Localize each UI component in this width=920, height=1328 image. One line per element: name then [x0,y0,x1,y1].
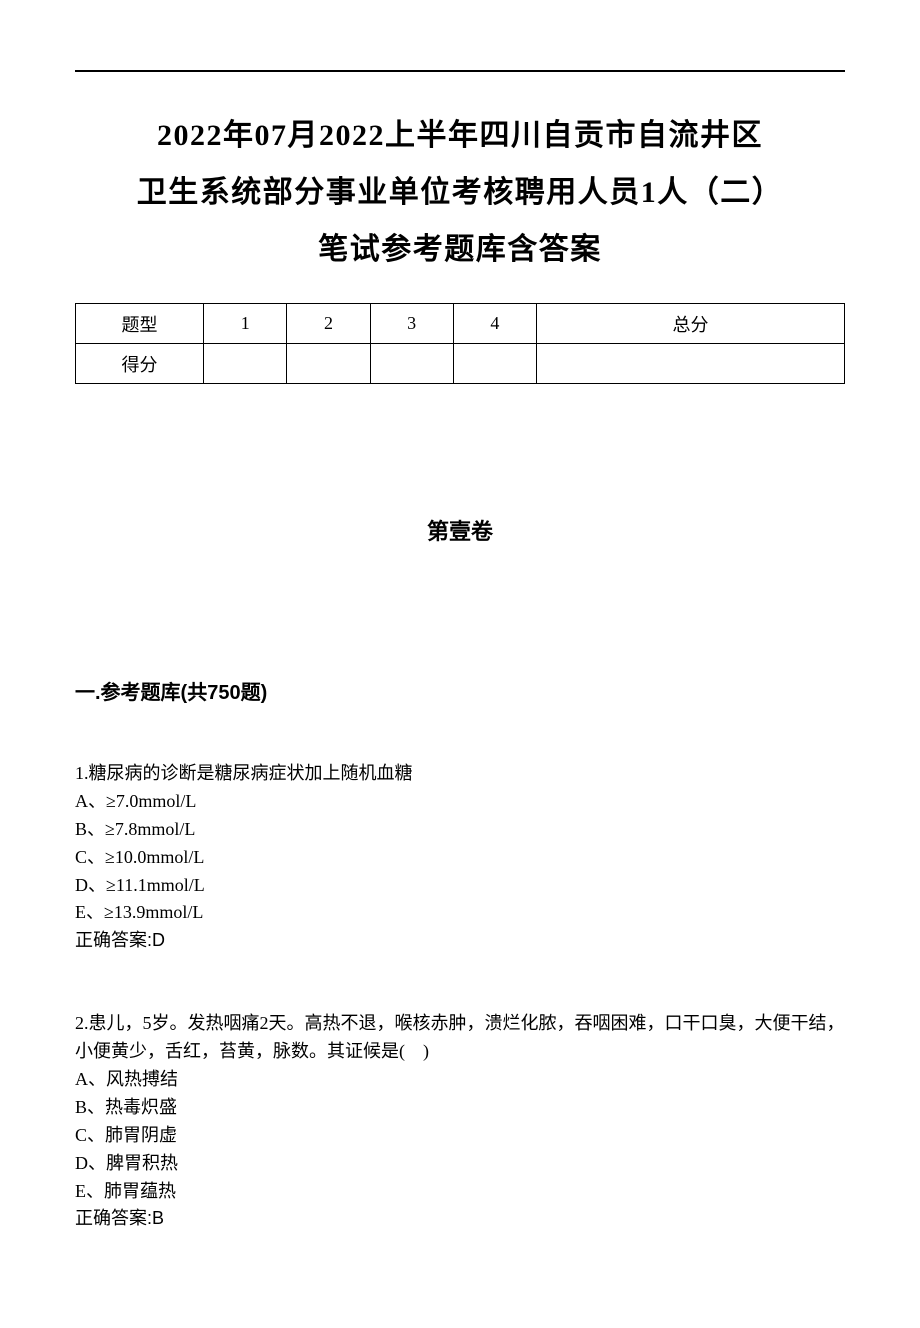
option-a: A、风热搏结 [75,1066,845,1094]
option-a: A、≥7.0mmol/L [75,788,845,816]
table-row: 得分 [76,344,845,384]
answer-label: 正确答案:B [75,1205,845,1233]
question-block: 2.患儿，5岁。发热咽痛2天。高热不退，喉核赤肿，溃烂化脓，吞咽困难，口干口臭，… [75,1010,845,1233]
score-cell [370,344,453,384]
top-horizontal-rule [75,70,845,72]
document-title: 2022年07月2022上半年四川自贡市自流井区 卫生系统部分事业单位考核聘用人… [75,107,845,278]
option-d: D、脾胃积热 [75,1150,845,1178]
row-label: 得分 [76,344,204,384]
question-block: 1.糖尿病的诊断是糖尿病症状加上随机血糖 A、≥7.0mmol/L B、≥7.8… [75,760,845,955]
question-stem: 1.糖尿病的诊断是糖尿病症状加上随机血糖 [75,760,845,788]
col-header: 1 [204,304,287,344]
score-cell [287,344,370,384]
col-header: 2 [287,304,370,344]
score-cell [204,344,287,384]
title-line-2: 卫生系统部分事业单位考核聘用人员1人（二） [75,164,845,221]
col-header: 总分 [536,304,844,344]
score-table: 题型 1 2 3 4 总分 得分 [75,303,845,384]
col-header: 4 [453,304,536,344]
section-header: 一.参考题库(共750题) [75,676,845,705]
question-stem: 2.患儿，5岁。发热咽痛2天。高热不退，喉核赤肿，溃烂化脓，吞咽困难，口干口臭，… [75,1010,845,1066]
title-line-3: 笔试参考题库含答案 [75,221,845,278]
title-line-1: 2022年07月2022上半年四川自贡市自流井区 [75,107,845,164]
row-label: 题型 [76,304,204,344]
table-row: 题型 1 2 3 4 总分 [76,304,845,344]
score-cell [453,344,536,384]
col-header: 3 [370,304,453,344]
option-c: C、≥10.0mmol/L [75,844,845,872]
option-d: D、≥11.1mmol/L [75,872,845,900]
option-e: E、≥13.9mmol/L [75,899,845,927]
option-c: C、肺胃阴虚 [75,1122,845,1150]
option-e: E、肺胃蕴热 [75,1178,845,1206]
score-cell [536,344,844,384]
option-b: B、热毒炽盛 [75,1094,845,1122]
answer-label: 正确答案:D [75,927,845,955]
volume-title: 第壹卷 [75,514,845,546]
option-b: B、≥7.8mmol/L [75,816,845,844]
